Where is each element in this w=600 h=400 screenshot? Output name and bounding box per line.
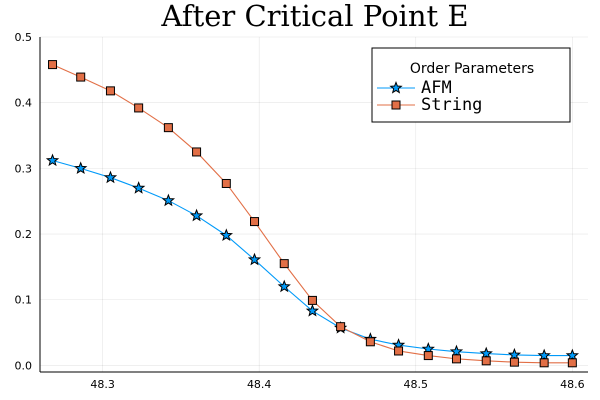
data-point-afm bbox=[479, 346, 493, 360]
tick-labels: 48.3 48.4 48.5 48.6 0.0 0.1 0.2 0.3 0.4 0.5 bbox=[15, 31, 585, 391]
legend-marker-afm bbox=[389, 81, 403, 94]
x-tick-label: 48.4 bbox=[247, 378, 272, 391]
legend-label-string: String bbox=[421, 95, 482, 115]
x-tick-label: 48.6 bbox=[560, 378, 585, 391]
data-point-string bbox=[567, 358, 577, 368]
data-point-afm bbox=[161, 193, 176, 207]
y-tick-label: 0.4 bbox=[15, 97, 33, 110]
data-point-string bbox=[539, 358, 549, 368]
data-point-string bbox=[451, 354, 461, 364]
data-point-afm bbox=[565, 348, 579, 362]
data-point-string bbox=[192, 147, 202, 157]
data-point-afm bbox=[74, 161, 88, 175]
data-point-string bbox=[307, 295, 317, 305]
data-point-string bbox=[134, 103, 144, 113]
data-point-string bbox=[509, 357, 519, 367]
data-point-afm bbox=[219, 228, 233, 242]
data-point-string bbox=[76, 72, 86, 82]
data-point-afm bbox=[507, 347, 522, 361]
data-point-string bbox=[250, 217, 260, 227]
data-point-string bbox=[221, 178, 231, 188]
y-tick-label: 0.3 bbox=[15, 162, 33, 175]
legend-title: Order Parameters bbox=[410, 61, 534, 77]
series-string bbox=[48, 60, 577, 368]
y-tick-label: 0.2 bbox=[15, 228, 33, 241]
data-point-afm bbox=[247, 252, 262, 266]
data-point-afm bbox=[305, 303, 320, 317]
y-tick-label: 0.1 bbox=[15, 294, 33, 307]
data-point-string bbox=[336, 322, 346, 332]
series-afm bbox=[45, 153, 579, 362]
data-point-string bbox=[279, 259, 289, 269]
data-point-string bbox=[163, 123, 173, 133]
data-point-afm bbox=[449, 344, 464, 358]
data-point-afm bbox=[537, 348, 551, 362]
axes bbox=[39, 37, 588, 373]
data-point-string bbox=[423, 351, 433, 361]
chart-title: After Critical Point E bbox=[160, 0, 468, 33]
x-tick-label: 48.3 bbox=[90, 378, 115, 391]
data-point-string bbox=[394, 346, 404, 356]
data-point-string bbox=[365, 337, 375, 347]
y-tick-label: 0.0 bbox=[15, 359, 33, 372]
x-tick-label: 48.5 bbox=[404, 378, 429, 391]
data-point-afm bbox=[131, 181, 146, 194]
data-point-string bbox=[48, 60, 58, 70]
data-point-afm bbox=[189, 208, 204, 222]
y-tick-label: 0.5 bbox=[15, 31, 33, 44]
series-line-afm bbox=[52, 159, 573, 357]
legend-box bbox=[371, 47, 571, 123]
data-point-afm bbox=[277, 279, 291, 293]
data-point-string bbox=[481, 356, 491, 366]
data-point-string bbox=[105, 86, 115, 96]
legend-label-afm: AFM bbox=[421, 78, 452, 98]
data-point-afm bbox=[45, 153, 60, 167]
data-point-afm bbox=[103, 170, 118, 184]
series bbox=[45, 60, 579, 368]
legend-marker-string bbox=[391, 100, 401, 110]
